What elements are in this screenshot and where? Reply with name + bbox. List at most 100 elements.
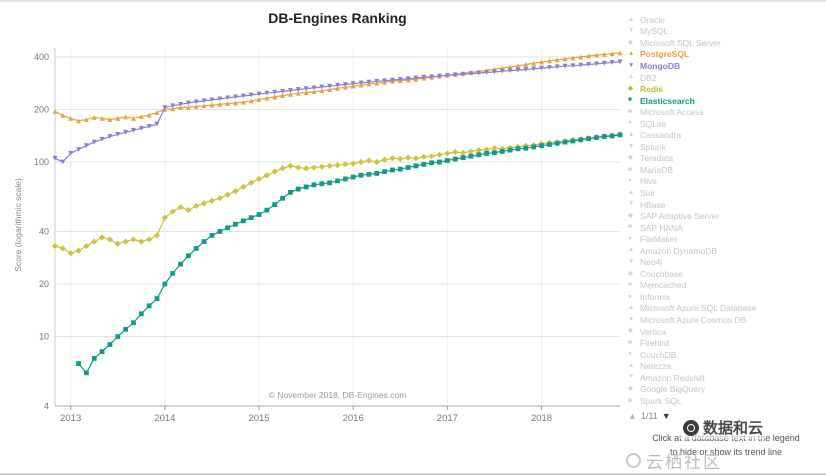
legend-item-label: DB2 <box>640 72 657 83</box>
svg-text:4: 4 <box>44 401 49 411</box>
legend-item-couchbase[interactable]: ◆ Couchbase <box>628 268 824 280</box>
legend-item-label: FileMaker <box>640 234 678 245</box>
legend-item-label: SAP HANA <box>640 222 683 233</box>
legend-marker-icon: ▼ <box>628 61 635 69</box>
legend-item-label: PostgreSQL <box>640 49 690 60</box>
svg-text:100: 100 <box>34 157 49 167</box>
legend-item-label: Informix <box>640 291 671 302</box>
legend-marker-icon: ◆ <box>628 154 633 162</box>
legend-marker-icon: ■ <box>628 338 632 346</box>
legend-item-firebird[interactable]: ■ Firebird <box>628 337 824 349</box>
legend-item-sqlite[interactable]: ● SQLite <box>628 118 824 130</box>
legend-item-label: Microsoft SQL Server <box>640 37 721 48</box>
legend-marker-icon: ▲ <box>628 130 635 138</box>
legend-item-neo4j[interactable]: ▼ Neo4j <box>628 256 824 268</box>
legend-item-label: SQLite <box>640 118 666 129</box>
legend-item-mongodb[interactable]: ▼ MongoDB <box>628 60 824 72</box>
legend-item-label: Elasticsearch <box>640 95 695 106</box>
legend-item-amazon-redshift[interactable]: ▼ Amazon Redshift <box>628 372 824 384</box>
legend-marker-icon: ● <box>628 350 632 358</box>
legend-marker-icon: ▼ <box>628 142 635 150</box>
legend-item-memcached[interactable]: ■ Memcached <box>628 280 824 292</box>
legend-page-down-icon[interactable]: ▼ <box>661 411 671 421</box>
legend-item-teradata[interactable]: ◆ Teradata <box>628 153 824 165</box>
legend-item-microsoft-azure-sql-database[interactable]: ▲ Microsoft Azure SQL Database <box>628 303 824 315</box>
svg-text:2015: 2015 <box>248 413 269 424</box>
legend-page-up-icon[interactable]: ▲ <box>628 411 637 421</box>
legend-marker-icon: ■ <box>628 107 632 115</box>
legend-item-amazon-dynamodb[interactable]: ▲ Amazon DynamoDB <box>628 245 824 257</box>
legend-item-label: Cassandra <box>640 130 682 141</box>
legend-marker-icon: ▼ <box>628 373 635 381</box>
legend-marker-icon: ◆ <box>628 385 633 393</box>
legend-item-redis[interactable]: ◆ Redis <box>628 83 824 95</box>
legend-marker-icon: ■ <box>628 396 632 404</box>
legend-item-label: Netezza <box>640 361 672 372</box>
legend-item-microsoft-azure-cosmos-db[interactable]: ▼ Microsoft Azure Cosmos DB <box>628 314 824 326</box>
legend-item-label: Vertica <box>640 326 666 337</box>
legend-help-line2: to hide or show its trend line <box>669 446 783 457</box>
svg-text:2017: 2017 <box>437 413 458 424</box>
svg-text:2016: 2016 <box>343 413 364 424</box>
legend-marker-icon: ■ <box>628 165 632 173</box>
legend-item-label: Spark SQL <box>640 395 682 406</box>
legend-item-microsoft-access[interactable]: ■ Microsoft Access <box>628 106 824 118</box>
legend-item-solr[interactable]: ▲ Solr <box>628 187 824 199</box>
legend-item-db2[interactable]: ▲ DB2 <box>628 72 824 84</box>
legend-item-label: Hive <box>640 176 658 187</box>
legend-item-informix[interactable]: ● Informix <box>628 291 824 303</box>
legend-item-netezza[interactable]: ▲ Netezza <box>628 360 824 372</box>
legend-item-elasticsearch[interactable]: ■ Elasticsearch <box>628 95 824 107</box>
legend-item-filemaker[interactable]: ● FileMaker <box>628 233 824 245</box>
legend-item-label: Redis <box>640 84 664 95</box>
legend-item-label: Firebird <box>640 338 669 349</box>
legend-item-postgresql[interactable]: ▲ PostgreSQL <box>628 49 824 61</box>
legend-item-label: SAP Adaptive Server <box>640 211 720 222</box>
legend-item-label: Neo4j <box>640 257 663 268</box>
svg-text:40: 40 <box>39 226 49 236</box>
legend-item-vertica[interactable]: ◆ Vertica <box>628 326 824 338</box>
legend-marker-icon: ▼ <box>628 258 635 265</box>
legend-item-mysql[interactable]: ▼ MySQL <box>628 26 824 38</box>
legend-item-sap-hana[interactable]: ■ SAP HANA <box>628 222 824 234</box>
legend-marker-icon: ● <box>628 234 632 242</box>
legend-marker-icon: ■ <box>628 96 632 104</box>
legend-item-google-bigquery[interactable]: ◆ Google BigQuery <box>628 384 824 396</box>
legend-item-spark-sql[interactable]: ■ Spark SQL <box>628 395 824 407</box>
legend-item-label: Microsoft Access <box>640 107 704 118</box>
legend-item-couchdb[interactable]: ● CouchDB <box>628 349 824 361</box>
legend-item-microsoft-sql-server[interactable]: ◆ Microsoft SQL Server <box>628 37 824 49</box>
copyright-note: © November 2018, DB-Engines.com <box>268 390 407 400</box>
legend: ▲ Oracle ▼ MySQL ◆ Microsoft SQL Server ▲ Postg… <box>628 14 824 407</box>
legend-item-hive[interactable]: ● Hive <box>628 176 824 188</box>
watermark-brand1-text: 数据和云 <box>703 420 764 437</box>
svg-text:2018: 2018 <box>531 413 552 424</box>
legend-item-label: Couchbase <box>640 268 684 279</box>
legend-marker-icon: ■ <box>628 223 632 231</box>
legend-item-label: Amazon Redshift <box>640 372 705 383</box>
legend-item-cassandra[interactable]: ▲ Cassandra <box>628 129 824 141</box>
legend-item-label: Microsoft Azure Cosmos DB <box>640 314 747 325</box>
legend-marker-icon: ▲ <box>628 188 635 196</box>
legend-marker-icon: ◆ <box>628 269 633 277</box>
legend-marker-icon: ▲ <box>628 73 635 81</box>
legend-item-sap-adaptive-server[interactable]: ◆ SAP Adaptive Server <box>628 210 824 222</box>
legend-item-mariadb[interactable]: ■ MariaDB <box>628 164 824 176</box>
yunqi-logo-icon <box>626 453 641 468</box>
legend-item-label: Teradata <box>640 153 674 164</box>
legend-item-label: MySQL <box>640 26 669 37</box>
legend-item-hbase[interactable]: ▼ HBase <box>628 199 824 211</box>
legend-item-label: Solr <box>640 187 656 198</box>
watermark-yunqi-community: 云栖社区 <box>626 448 722 473</box>
chart-title: DB-Engines Ranking <box>268 10 407 26</box>
watermark-data-and-cloud: 数据和云 <box>680 416 767 439</box>
legend-item-label: MongoDB <box>640 60 681 71</box>
legend-marker-icon: ▲ <box>628 304 635 312</box>
legend-marker-icon: ■ <box>628 281 632 289</box>
legend-item-oracle[interactable]: ▲ Oracle <box>628 14 824 26</box>
legend-marker-icon: ● <box>628 292 632 300</box>
legend-item-splunk[interactable]: ▼ Splunk <box>628 141 824 153</box>
legend-page-indicator: 1/11 <box>640 411 658 421</box>
